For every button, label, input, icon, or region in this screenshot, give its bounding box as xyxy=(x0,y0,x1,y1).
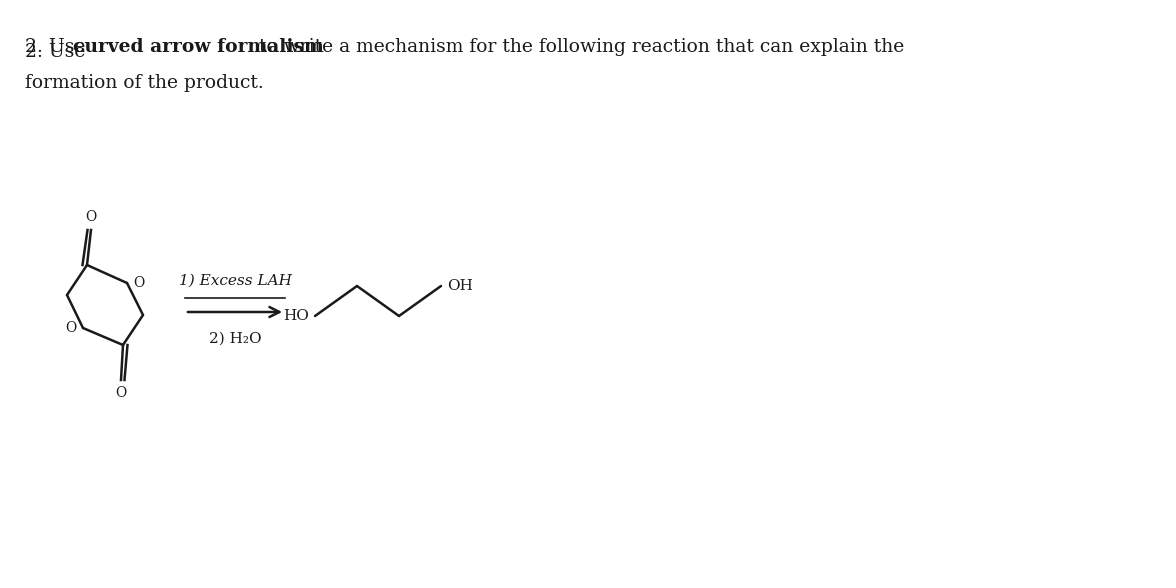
Text: HO: HO xyxy=(283,309,309,323)
Text: O: O xyxy=(115,386,127,400)
Text: O: O xyxy=(133,276,145,290)
Text: O: O xyxy=(86,210,96,224)
Text: OH: OH xyxy=(447,279,473,293)
Text: O: O xyxy=(66,321,76,335)
Text: 2) H₂O: 2) H₂O xyxy=(208,332,261,346)
Text: 2. Use: 2. Use xyxy=(25,38,91,56)
Text: formation of the product.: formation of the product. xyxy=(25,74,263,92)
Text: to write a mechanism for the following reaction that can explain the: to write a mechanism for the following r… xyxy=(253,38,904,56)
Text: 2. Use: 2. Use xyxy=(25,43,92,61)
Text: curved arrow formalism: curved arrow formalism xyxy=(73,38,323,56)
Text: 1) Excess LAH: 1) Excess LAH xyxy=(179,274,292,288)
